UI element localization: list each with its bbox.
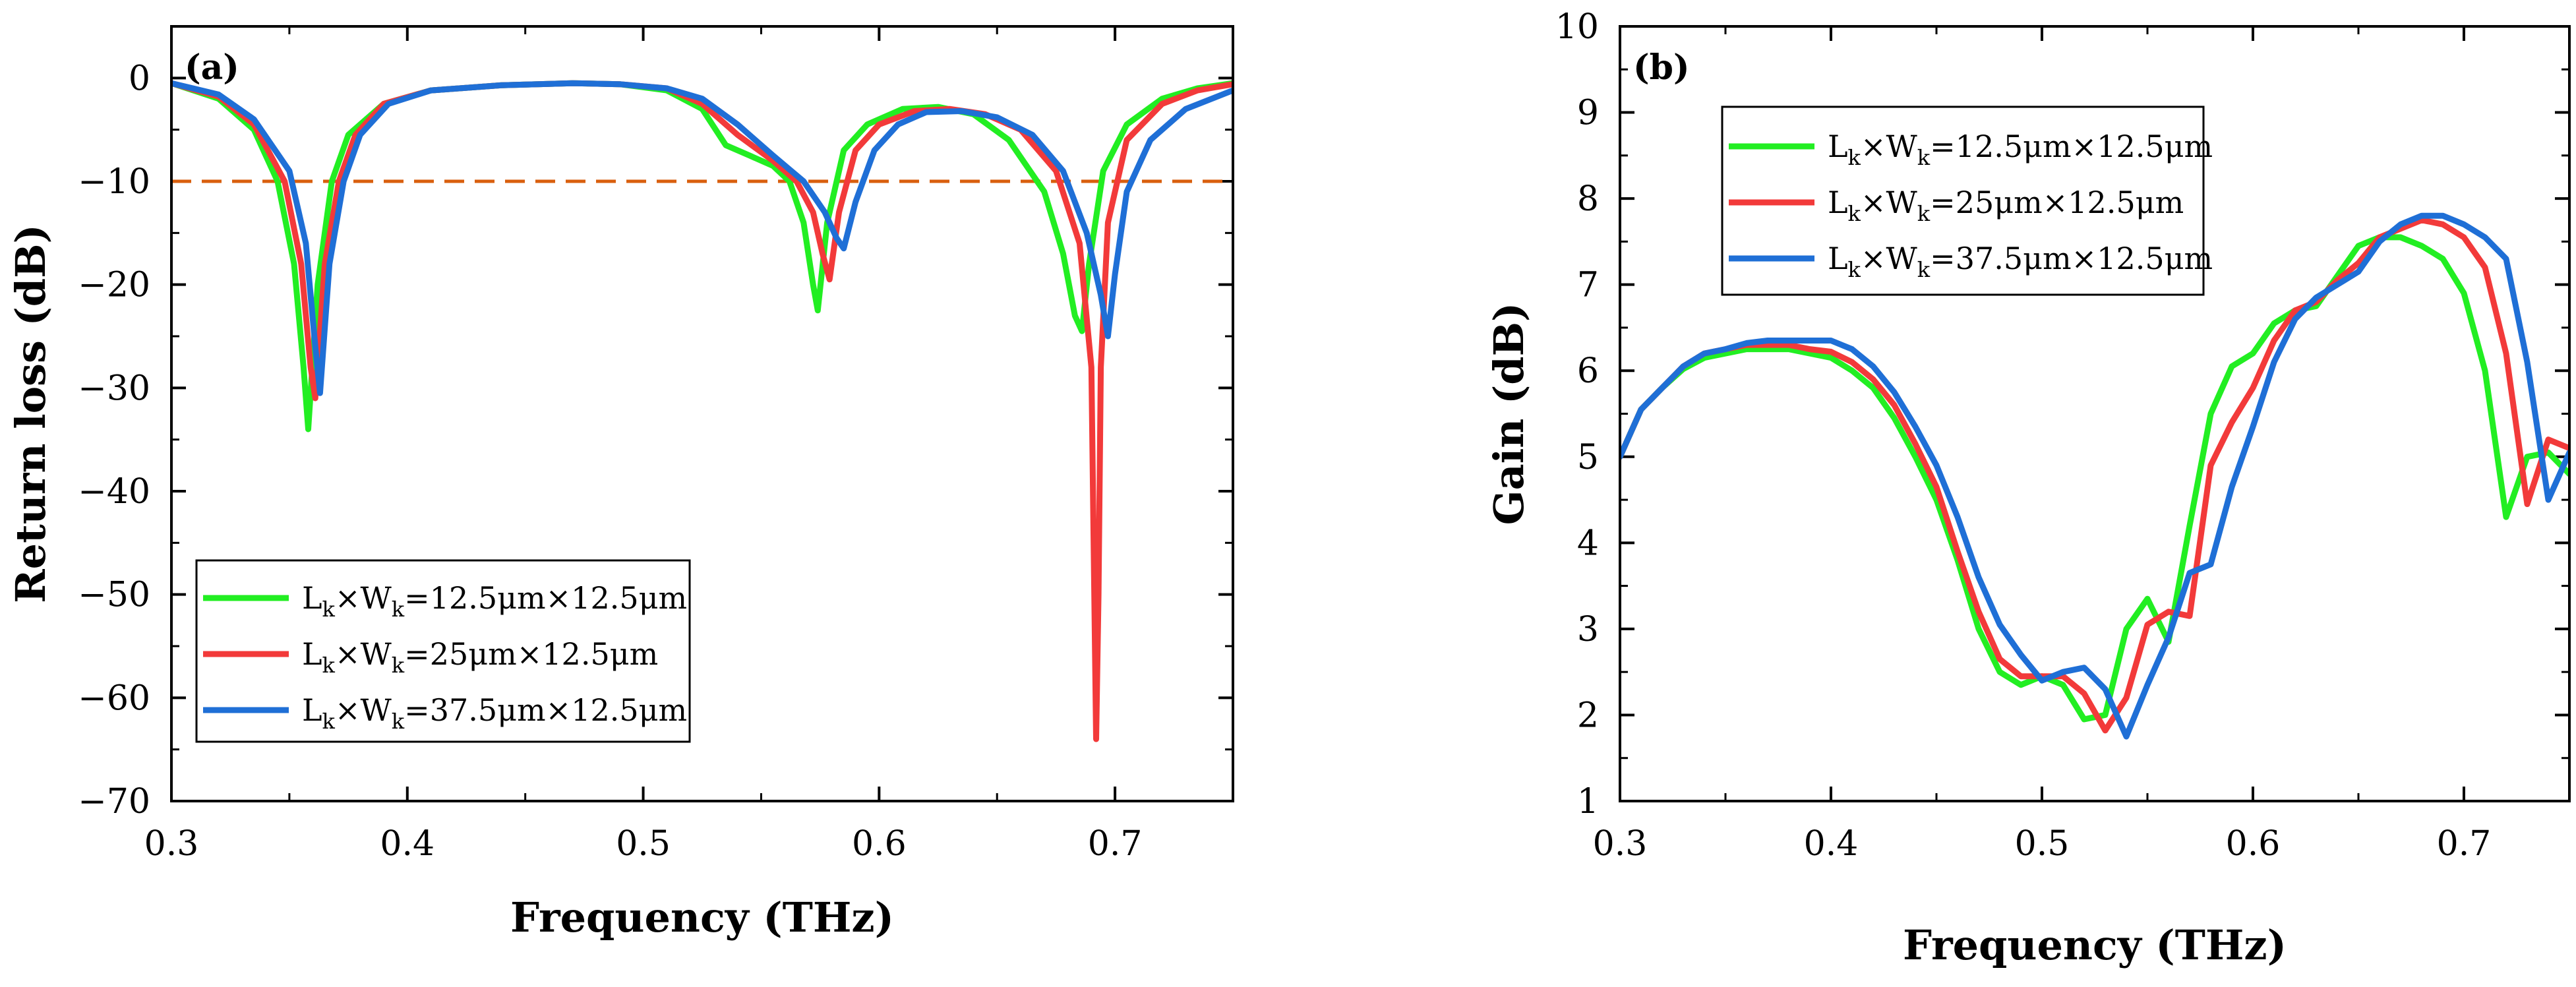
legend-text: =12.5μm×12.5μm [1930, 129, 2213, 164]
legend-text: L [302, 692, 322, 728]
legend-text: =25μm×12.5μm [404, 636, 658, 672]
panel-label: (b) [1633, 47, 1690, 88]
legend-label-3: Lk×Wk=37.5μm×12.5μm [1828, 241, 2213, 282]
y-tick-label: −10 [78, 162, 150, 202]
y-tick-label: −40 [78, 472, 150, 512]
x-axis-title: Frequency (THz) [510, 893, 894, 942]
y-tick-label: 0 [129, 59, 150, 98]
x-axis-title: Frequency (THz) [1903, 921, 2287, 969]
legend-subscript: k [392, 597, 405, 622]
series-line-2 [171, 80, 1233, 742]
y-tick-label: 4 [1577, 523, 1599, 563]
y-tick-label: 2 [1577, 696, 1599, 735]
series-line-3 [171, 80, 1233, 396]
y-axis-title: Gain (dB) [1485, 303, 1533, 525]
y-axis-title: Return loss (dB) [7, 224, 55, 603]
legend-subscript: k [322, 653, 336, 678]
legend-subscript: k [392, 653, 405, 678]
y-tick-label: 8 [1577, 179, 1599, 219]
legend-text: L [302, 580, 322, 616]
legend-text: ×W [335, 692, 392, 728]
legend-text: ×W [1861, 185, 1918, 220]
legend-label-2: Lk×Wk=25μm×12.5μm [302, 636, 658, 678]
x-tick-label: 0.5 [616, 824, 671, 864]
legend-text: L [1828, 185, 1848, 220]
legend-subscript: k [1848, 201, 1861, 226]
plot-frame [170, 25, 1234, 802]
legend-text: =37.5μm×12.5μm [1930, 241, 2213, 276]
legend-text: L [1828, 129, 1848, 164]
y-tick-label: 3 [1577, 610, 1599, 649]
y-tick-label: 5 [1577, 438, 1599, 477]
y-tick-label: −20 [78, 266, 150, 305]
y-tick-label: 1 [1577, 782, 1599, 822]
legend: Lk×Wk=12.5μm×12.5μmLk×Wk=25μm×12.5μmLk×W… [1721, 105, 2213, 296]
chart-panel-b: 0.3 0.4 0.5 0.6 0.7 1 2 3 4 5 6 7 8 9 10 (b) Frequency (… [1485, 7, 2571, 969]
legend-label-1: Lk×Wk=12.5μm×12.5μm [302, 580, 687, 622]
legend: Lk×Wk=12.5μm×12.5μmLk×Wk=25μm×12.5μmLk×W… [195, 559, 691, 743]
legend-text: ×W [1861, 129, 1918, 164]
legend-subscript: k [1917, 257, 1931, 282]
y-tick-label: 9 [1577, 94, 1599, 133]
legend-subscript: k [392, 709, 405, 734]
legend-text: =12.5μm×12.5μm [404, 580, 687, 616]
legend-subscript: k [322, 597, 336, 622]
legend-text: =37.5μm×12.5μm [404, 692, 687, 728]
panel-label: (a) [185, 47, 239, 88]
legend-label-2: Lk×Wk=25μm×12.5μm [1828, 185, 2184, 226]
x-tick-label: 0.7 [1088, 824, 1143, 864]
x-tick-label: 0.3 [1593, 824, 1648, 864]
legend-text: =25μm×12.5μm [1930, 185, 2184, 220]
legend-text: L [1828, 241, 1848, 276]
series-line-1 [1620, 234, 2569, 723]
y-tick-label: −50 [78, 576, 150, 615]
plot-frame [1619, 25, 2571, 802]
legend-subscript: k [1848, 145, 1861, 170]
x-tick-label: 0.5 [2015, 824, 2070, 864]
x-tick-label: 0.6 [852, 824, 907, 864]
x-tick-label: 0.6 [2226, 824, 2281, 864]
legend-text: ×W [335, 636, 392, 672]
x-tick-label: 0.4 [1804, 824, 1859, 864]
x-tick-label: 0.7 [2437, 824, 2492, 864]
y-tick-label: 7 [1577, 266, 1599, 305]
legend-subscript: k [1917, 201, 1931, 226]
legend-subscript: k [322, 709, 336, 734]
legend-subscript: k [1848, 257, 1861, 282]
series-line-3 [1620, 212, 2569, 740]
x-tick-label: 0.3 [144, 824, 199, 864]
y-tick-label: 10 [1555, 7, 1599, 47]
legend-subscript: k [1917, 145, 1931, 170]
x-tick-label: 0.4 [380, 824, 434, 864]
y-tick-label: −70 [78, 782, 150, 822]
legend-label-1: Lk×Wk=12.5μm×12.5μm [1828, 129, 2213, 170]
legend-text: ×W [1861, 241, 1918, 276]
series-line-2 [1620, 217, 2569, 734]
legend-label-3: Lk×Wk=37.5μm×12.5μm [302, 692, 687, 734]
legend-text: L [302, 636, 322, 672]
y-tick-label: −60 [78, 678, 150, 718]
chart-panel-a: 0.3 0.4 0.5 0.6 0.7 0 −10 −20 −30 −40 −50 −60 −70 (a)… [7, 25, 1234, 942]
y-tick-label: −30 [78, 369, 150, 408]
y-tick-label: 6 [1577, 351, 1599, 391]
legend-text: ×W [335, 580, 392, 616]
